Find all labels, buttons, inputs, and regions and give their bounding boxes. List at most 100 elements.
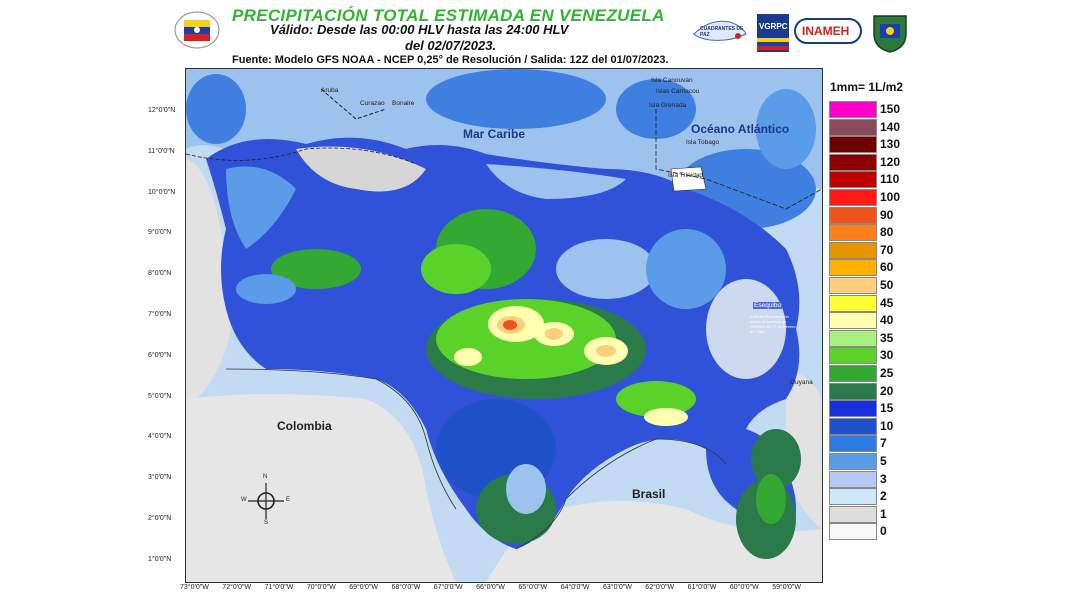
vgrfc-logo-text: VGRPC (759, 22, 788, 31)
inameh-logo: INAMEH (794, 18, 862, 44)
label-isla-canouvan: Isla Canouvan (651, 77, 693, 84)
label-esequibo: Esequibo (753, 302, 783, 309)
latitude-tick-label: 7°0'0"N (148, 311, 172, 318)
legend-value: 5 (880, 454, 887, 468)
legend-swatch (829, 312, 877, 330)
longitude-tick-label: 68°0'0"W (391, 584, 421, 591)
compass-w: W (241, 497, 247, 503)
legend-value: 35 (880, 330, 894, 345)
label-isla-trinidad: Isla Trinidad (668, 172, 704, 179)
legend-value: 80 (880, 225, 894, 240)
legend-value: 3 (880, 471, 887, 486)
longitude-tick-label: 69°0'0"W (349, 584, 378, 591)
legend-swatch (829, 400, 877, 418)
ministry-logo: CUADRANTES DE PAZ (690, 16, 750, 44)
legend-value: 25 (880, 366, 894, 380)
compass-rose-icon (248, 483, 284, 519)
longitude-tick-label: 59°0'0"W (772, 584, 801, 591)
legend-value: 0 (880, 524, 887, 539)
legend-swatch (829, 365, 877, 382)
legend-value: 70 (880, 242, 894, 257)
legend-value: 10 (880, 418, 894, 433)
legend-swatch (829, 523, 877, 541)
precipitation-map: Mar Caribe Océano Atlántico Colombia Bra… (185, 68, 823, 583)
legend-value: 45 (880, 295, 894, 310)
label-oceano-atlantico: Océano Atlántico (691, 122, 790, 136)
legend-swatch (829, 505, 877, 523)
compass-e: E (286, 497, 291, 503)
legend-swatch (829, 277, 877, 294)
legend-value: 2 (880, 489, 887, 504)
legend-swatch (829, 453, 877, 470)
label-isla-carriacou: Islas Carriacou (656, 88, 700, 95)
legend-swatch (829, 347, 877, 365)
legend-value: 20 (880, 383, 894, 398)
legend-swatch (829, 153, 877, 171)
ministry-logo-text: CUADRANTES DE PAZ (700, 26, 744, 38)
compass-n: N (263, 474, 268, 480)
longitude-tick-label: 71°0'0"W (264, 584, 294, 591)
venezuela-coat-of-arms-logo (172, 10, 222, 50)
armed-forces-shield-logo (870, 12, 910, 54)
inameh-logo-text: INAMEH (802, 24, 850, 38)
longitude-tick-label: 61°0'0"W (687, 584, 717, 591)
longitude-tick-label: 63°0'0"W (603, 584, 632, 591)
longitude-tick-label: 67°0'0"W (433, 584, 463, 591)
legend-swatch (829, 241, 877, 259)
longitude-tick-label: 72°0'0"W (222, 584, 252, 591)
latitude-tick-label: 5°0'0"N (148, 392, 172, 400)
legend-swatch (829, 259, 877, 277)
legend-swatch (829, 417, 877, 435)
legend-value: 90 (880, 207, 894, 222)
label-esequibo-note: Zona en Reclamación sujeta al Acuerdo de… (750, 314, 796, 334)
precipitation-map-canvas (186, 69, 822, 582)
longitude-tick-label: 70°0'0"W (306, 584, 336, 591)
legend-value: 140 (880, 119, 901, 134)
legend-swatch (829, 171, 877, 189)
legend-value: 100 (880, 190, 901, 204)
longitude-tick-label: 66°0'0"W (476, 584, 505, 591)
legend-value: 7 (880, 436, 887, 451)
legend-swatch (829, 189, 877, 206)
label-curazao: Curazao (360, 100, 385, 107)
longitude-tick-label: 65°0'0"W (518, 584, 548, 591)
longitude-tick-label: 73°0'0"W (180, 584, 209, 591)
legend-swatch (829, 101, 877, 118)
latitude-tick-label: 6°0'0"N (148, 351, 172, 359)
label-brasil: Brasil (632, 487, 666, 501)
label-isla-grenada: Isla Grenada (649, 102, 687, 109)
latitude-tick-label: 11°0'0"N (148, 147, 175, 155)
longitude-tick-label: 60°0'0"W (729, 584, 759, 591)
legend-swatch (829, 329, 877, 347)
legend-unit: 1mm= 1L/m2 (830, 80, 904, 94)
label-mar-caribe: Mar Caribe (463, 127, 526, 141)
legend-value: 150 (880, 102, 901, 116)
legend-swatch (829, 118, 877, 136)
longitude-tick-label: 64°0'0"W (560, 584, 590, 591)
legend-value: 120 (880, 154, 901, 169)
label-guyana: Guyana (790, 379, 813, 386)
validity-line: Válido: Desde las 00:00 HLV hasta las 24… (270, 22, 569, 37)
latitude-tick-label: 1°0'0"N (148, 555, 172, 563)
legend-swatch (829, 294, 877, 312)
vgrfc-logo: VGRPC (757, 14, 789, 52)
latitude-tick-label: 12°0'0"N (148, 107, 176, 114)
label-bonaire: Bonaire (392, 100, 415, 107)
label-isla-tobago: Isla Tobago (686, 139, 720, 146)
legend-swatch (829, 435, 877, 453)
label-colombia: Colombia (277, 419, 332, 433)
legend-value: 60 (880, 260, 894, 275)
legend-value: 15 (880, 401, 894, 416)
legend-swatch (829, 206, 877, 224)
validity-date: del 02/07/2023. (405, 38, 497, 53)
legend-swatch (829, 382, 877, 400)
legend-value: 30 (880, 348, 894, 363)
legend-value: 40 (880, 313, 894, 328)
label-aruba: Aruba (321, 87, 339, 94)
compass-s: S (264, 520, 269, 526)
legend-value: 50 (880, 278, 894, 292)
page-title: PRECIPITACIÓN TOTAL ESTIMADA EN VENEZUEL… (232, 6, 665, 25)
legend-swatch (829, 136, 877, 154)
latitude-tick-label: 2°0'0"N (148, 515, 172, 522)
legend-swatch (829, 488, 877, 506)
